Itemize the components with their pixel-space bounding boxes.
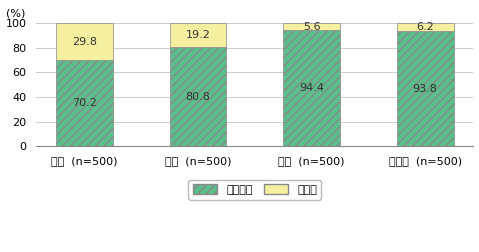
Bar [397,23,454,31]
Text: 80.8: 80.8 [186,91,211,102]
Text: 6.2: 6.2 [416,22,434,32]
Text: 29.8: 29.8 [72,37,97,47]
Text: 70.2: 70.2 [72,98,97,108]
Legend: 導入済み, 未導入: 導入済み, 未導入 [188,180,321,200]
Text: (%): (%) [6,8,25,18]
Text: 94.4: 94.4 [299,83,324,93]
Bar [56,60,113,146]
Bar [283,30,340,146]
Bar [397,31,454,146]
Text: 19.2: 19.2 [186,30,211,40]
Text: 5.6: 5.6 [303,22,320,32]
Text: 93.8: 93.8 [413,84,438,93]
Bar [283,23,340,30]
Bar [170,23,227,47]
Bar [56,23,113,60]
Bar [170,47,227,146]
